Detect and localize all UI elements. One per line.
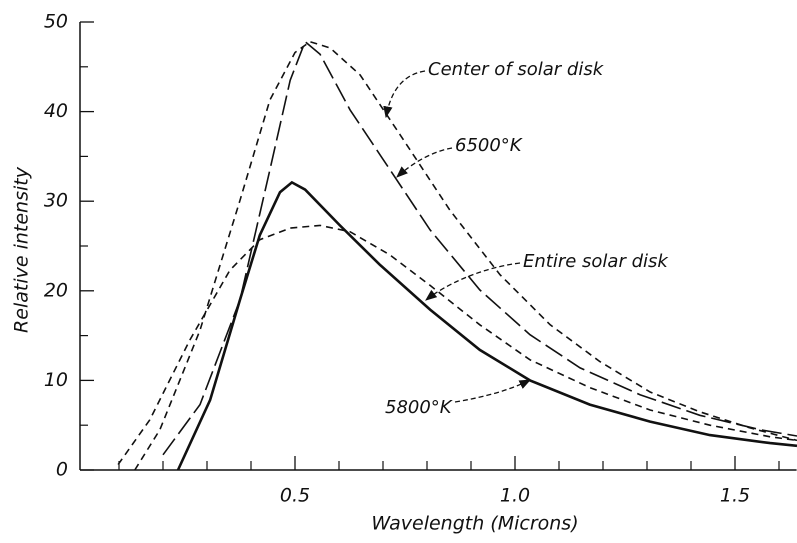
x-tick-label: 1.0 (500, 485, 530, 507)
y-tick-label: 30 (44, 190, 68, 212)
series-line (176, 180, 797, 471)
y-tick-label: 50 (44, 11, 68, 33)
y-tick-label: 0 (56, 459, 68, 481)
y-tick-label: 20 (44, 279, 68, 301)
annotation-arrow (454, 379, 532, 403)
annotation-arrow (383, 70, 426, 119)
x-axis-label: Wavelength (Microns) (371, 513, 578, 535)
y-tick-label: 10 (44, 369, 68, 391)
x-tick-label: 0.5 (280, 485, 310, 507)
annotation-arrow (425, 262, 521, 301)
y-tick-label: 40 (44, 100, 68, 122)
legend-label: 5800°K (385, 397, 453, 418)
x-tick-label: 1.5 (720, 485, 750, 507)
legend-label: Entire solar disk (523, 251, 669, 272)
y-axis-label: Relative intensity (11, 166, 33, 333)
series-line (134, 40, 797, 471)
series-line (117, 224, 797, 466)
annotation-arrow (396, 147, 453, 178)
series-line (162, 40, 797, 456)
legend-label: Center of solar disk (428, 59, 605, 80)
legend-label: 6500°K (455, 135, 523, 156)
